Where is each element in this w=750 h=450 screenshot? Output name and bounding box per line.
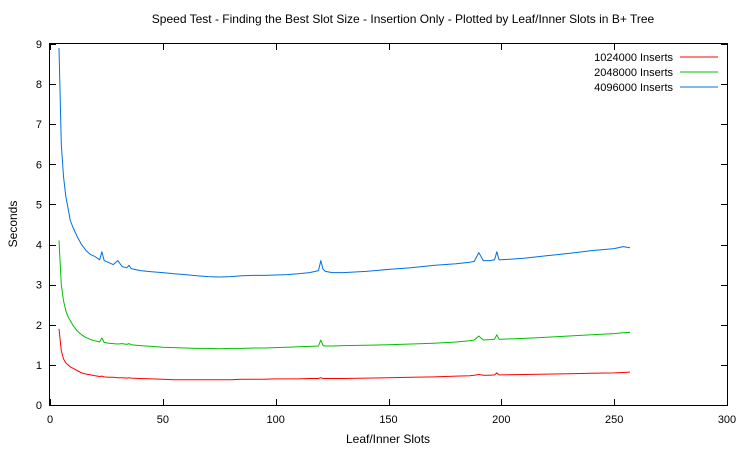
legend-label: 1024000 Inserts [594, 52, 673, 64]
x-tick-label: 150 [379, 414, 397, 426]
y-tick-label: 6 [36, 159, 42, 171]
x-axis-label: Leaf/Inner Slots [346, 432, 430, 446]
x-tick-label: 50 [157, 414, 169, 426]
legend-label: 4096000 Inserts [594, 82, 673, 94]
y-tick-label: 2 [36, 320, 42, 332]
x-tick-label: 250 [605, 414, 623, 426]
y-tick-label: 3 [36, 280, 42, 292]
y-tick-label: 8 [36, 79, 42, 91]
y-tick-label: 7 [36, 119, 42, 131]
axis-ticks: 0 50 100 150 200 250 300 0 1 2 3 4 5 6 7 8 9 [36, 39, 736, 426]
series-layer [58, 47, 631, 381]
x-tick-label: 0 [47, 414, 53, 426]
y-tick-label: 0 [36, 400, 42, 412]
series-line-3 [58, 47, 631, 278]
legend: 1024000 Inserts 2048000 Inserts 4096000 In… [594, 52, 718, 94]
legend-label: 2048000 Inserts [594, 67, 673, 79]
plot-frame [49, 43, 728, 406]
y-tick-label: 1 [36, 360, 42, 372]
y-tick-label: 9 [36, 39, 42, 51]
chart-title: Speed Test - Finding the Best Slot Size … [152, 12, 655, 26]
series-line-2 [58, 240, 631, 350]
x-tick-label: 100 [266, 414, 284, 426]
y-tick-label: 4 [36, 240, 42, 252]
series-line-1 [58, 328, 631, 381]
x-tick-label: 300 [718, 414, 736, 426]
y-axis-label: Seconds [6, 201, 20, 248]
y-tick-label: 5 [36, 199, 42, 211]
x-tick-label: 200 [492, 414, 510, 426]
